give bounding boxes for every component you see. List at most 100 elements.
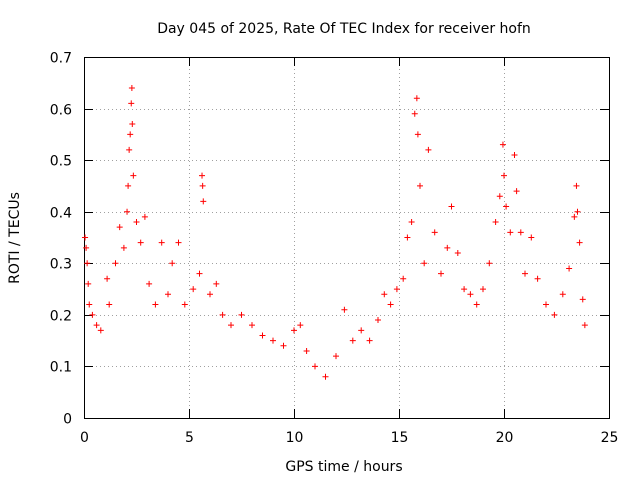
data-point [312, 363, 318, 370]
data-point [473, 301, 480, 308]
x-tick-label: 5 [185, 430, 194, 446]
x-tick-label: 20 [496, 430, 514, 446]
data-point [84, 260, 91, 267]
data-point [129, 121, 136, 128]
x-tick-label: 25 [601, 430, 619, 446]
data-point [207, 291, 213, 298]
y-tick-label: 0.1 [50, 360, 72, 376]
data-point [116, 224, 123, 231]
axis-ticks [84, 57, 610, 419]
data-point [86, 301, 93, 308]
data-point [322, 373, 329, 380]
data-point [128, 84, 135, 91]
data-point [517, 229, 524, 236]
data-point [213, 280, 220, 287]
data-point [543, 301, 549, 308]
data-point [414, 131, 421, 138]
data-point [291, 327, 297, 334]
data-point [438, 270, 444, 277]
data-point [238, 311, 245, 318]
data-point [341, 306, 348, 313]
data-point [200, 198, 207, 205]
data-point [408, 219, 415, 226]
data-point [454, 249, 461, 256]
data-point [431, 229, 438, 236]
data-point [574, 208, 581, 215]
data-point [128, 100, 135, 107]
data-point [333, 353, 339, 360]
y-tick-label: 0.2 [50, 309, 72, 325]
data-point [366, 337, 373, 344]
data-point [181, 301, 188, 308]
data-point [411, 110, 418, 117]
data-point [358, 327, 365, 334]
data-marks [82, 84, 588, 380]
data-point [381, 291, 388, 298]
data-point [169, 260, 176, 267]
data-point [219, 311, 226, 318]
data-point [89, 311, 96, 318]
data-point [571, 213, 578, 220]
data-point [199, 172, 206, 179]
data-point [417, 182, 423, 189]
data-point [141, 213, 148, 220]
data-point [400, 275, 407, 282]
data-point [125, 182, 132, 189]
y-tick-label: 0.4 [50, 206, 72, 222]
data-point [413, 95, 420, 102]
data-point [133, 219, 140, 226]
data-point [425, 146, 432, 153]
data-point [303, 347, 310, 354]
chart-title: Day 045 of 2025, Rate Of TEC Index for r… [157, 21, 531, 37]
data-point [496, 193, 503, 200]
data-point [444, 244, 451, 251]
data-point [480, 286, 486, 293]
data-point [404, 234, 411, 241]
data-point [467, 291, 474, 298]
data-point [152, 301, 159, 308]
y-tick-labels: 0 0.1 0.2 0.3 0.4 0.5 0.6 0.7 [50, 51, 72, 428]
data-point [297, 322, 304, 329]
data-point [106, 301, 113, 308]
y-tick-label: 0.3 [50, 257, 72, 273]
y-tick-label: 0.5 [50, 154, 72, 170]
data-point [112, 260, 119, 267]
data-point [503, 203, 510, 210]
data-point [387, 301, 394, 308]
x-axis-title: GPS time / hours [285, 459, 402, 475]
data-point [486, 260, 493, 267]
data-point [259, 332, 266, 339]
data-point [513, 188, 520, 195]
data-point [576, 239, 583, 246]
data-point [499, 141, 506, 148]
data-point [158, 239, 165, 246]
x-tick-label: 0 [80, 430, 89, 446]
data-point [448, 203, 455, 210]
y-tick-label: 0.6 [50, 103, 72, 119]
data-point [421, 260, 428, 267]
data-point [566, 265, 573, 272]
data-point [104, 275, 111, 282]
data-point [137, 239, 144, 246]
data-point [511, 151, 518, 158]
x-tick-label: 10 [286, 430, 304, 446]
data-point [528, 234, 535, 241]
data-point [175, 239, 182, 246]
data-point [492, 219, 499, 226]
data-point [249, 322, 255, 329]
data-point [93, 322, 100, 329]
x-tick-label: 15 [391, 430, 409, 446]
data-point [82, 234, 89, 241]
x-tick-labels: 0 5 10 15 20 25 [80, 430, 618, 446]
y-axis-title: ROTI / TECUs [7, 192, 23, 284]
data-point [130, 172, 137, 179]
data-point [126, 146, 133, 153]
y-tick-label: 0 [63, 412, 72, 428]
data-point [579, 296, 586, 303]
data-point [461, 286, 468, 293]
data-point [551, 311, 558, 318]
data-point [199, 182, 206, 189]
data-point [146, 280, 153, 287]
data-point [228, 322, 234, 329]
data-point [573, 182, 580, 189]
